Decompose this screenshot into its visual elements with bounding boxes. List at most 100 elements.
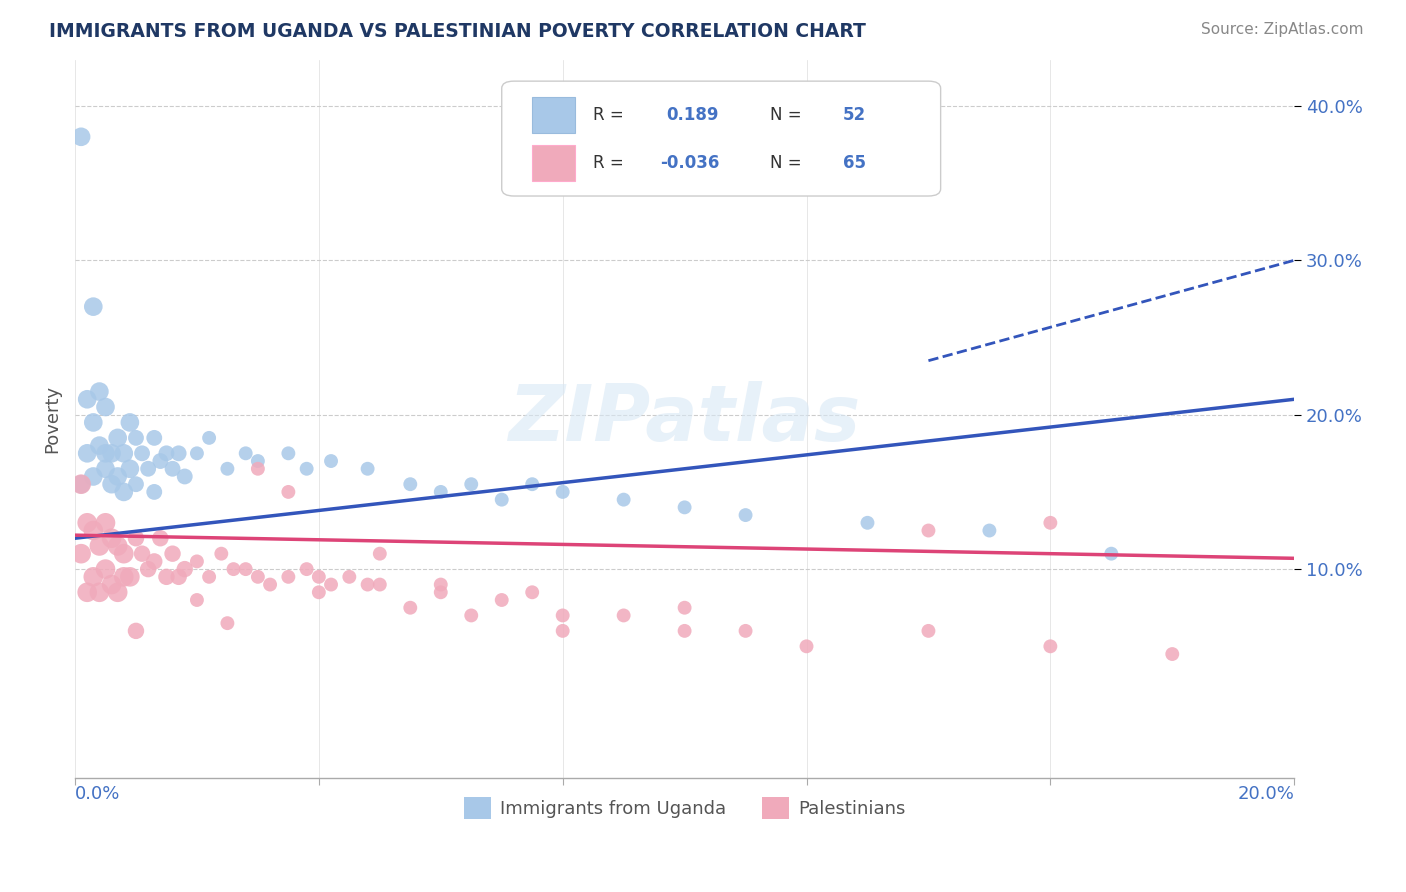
Point: [235, 562, 257, 576]
Point: [94, 462, 117, 476]
Text: Source: ZipAtlas.com: Source: ZipAtlas.com: [1201, 22, 1364, 37]
Point: [308, 585, 330, 599]
Point: [246, 462, 269, 476]
Point: [368, 577, 391, 591]
Point: [107, 469, 129, 483]
Point: [143, 554, 166, 568]
Point: [460, 608, 482, 623]
Text: 65: 65: [844, 154, 866, 172]
Point: [308, 570, 330, 584]
Point: [100, 531, 122, 545]
Point: [673, 624, 696, 638]
Point: [222, 562, 245, 576]
Point: [337, 570, 360, 584]
Point: [217, 462, 239, 476]
Point: [94, 516, 117, 530]
Point: [82, 469, 104, 483]
Point: [246, 570, 269, 584]
Point: [173, 562, 195, 576]
Point: [295, 562, 318, 576]
Point: [1161, 647, 1184, 661]
Point: [118, 416, 141, 430]
Point: [76, 585, 98, 599]
Point: [186, 446, 208, 460]
Text: -0.036: -0.036: [661, 154, 720, 172]
Point: [155, 570, 177, 584]
Point: [143, 431, 166, 445]
Point: [491, 492, 513, 507]
Point: [399, 600, 422, 615]
Point: [356, 462, 378, 476]
Point: [94, 562, 117, 576]
Point: [100, 577, 122, 591]
Text: IMMIGRANTS FROM UGANDA VS PALESTINIAN POVERTY CORRELATION CHART: IMMIGRANTS FROM UGANDA VS PALESTINIAN PO…: [49, 22, 866, 41]
Point: [979, 524, 1001, 538]
Point: [356, 577, 378, 591]
Point: [173, 469, 195, 483]
Text: ZIPatlas: ZIPatlas: [509, 381, 860, 457]
Point: [107, 539, 129, 553]
Point: [107, 585, 129, 599]
Point: [368, 547, 391, 561]
Point: [491, 593, 513, 607]
Point: [295, 462, 318, 476]
Point: [429, 585, 451, 599]
Point: [76, 392, 98, 407]
Point: [76, 516, 98, 530]
Point: [551, 608, 574, 623]
Point: [70, 477, 93, 491]
Point: [235, 446, 257, 460]
Point: [131, 446, 153, 460]
Point: [1039, 640, 1062, 654]
Point: [143, 484, 166, 499]
FancyBboxPatch shape: [533, 145, 575, 181]
Point: [277, 446, 299, 460]
Text: R =: R =: [593, 154, 624, 172]
Point: [734, 624, 756, 638]
FancyBboxPatch shape: [533, 97, 575, 133]
Point: [136, 562, 159, 576]
Point: [319, 577, 342, 591]
Text: 52: 52: [844, 106, 866, 124]
Point: [94, 446, 117, 460]
Point: [118, 570, 141, 584]
Point: [613, 492, 636, 507]
Point: [112, 484, 135, 499]
Point: [100, 477, 122, 491]
Point: [217, 616, 239, 631]
Point: [734, 508, 756, 522]
Point: [856, 516, 879, 530]
Point: [70, 477, 93, 491]
Point: [94, 400, 117, 414]
Point: [112, 547, 135, 561]
Point: [673, 600, 696, 615]
Point: [149, 531, 172, 545]
Point: [125, 531, 148, 545]
Point: [522, 477, 544, 491]
Point: [125, 477, 148, 491]
Point: [82, 300, 104, 314]
Point: [118, 462, 141, 476]
Point: [76, 446, 98, 460]
Point: [198, 431, 221, 445]
Point: [82, 416, 104, 430]
Point: [112, 570, 135, 584]
Point: [522, 585, 544, 599]
Point: [89, 439, 111, 453]
Text: 0.0%: 0.0%: [75, 785, 121, 804]
Point: [131, 547, 153, 561]
Point: [167, 570, 190, 584]
Point: [167, 446, 190, 460]
Point: [613, 608, 636, 623]
Point: [319, 454, 342, 468]
Point: [89, 539, 111, 553]
Point: [89, 384, 111, 399]
FancyBboxPatch shape: [502, 81, 941, 196]
Point: [460, 477, 482, 491]
Point: [429, 484, 451, 499]
Point: [917, 624, 939, 638]
Point: [1099, 547, 1122, 561]
Point: [399, 477, 422, 491]
Text: N =: N =: [770, 106, 801, 124]
Point: [186, 554, 208, 568]
